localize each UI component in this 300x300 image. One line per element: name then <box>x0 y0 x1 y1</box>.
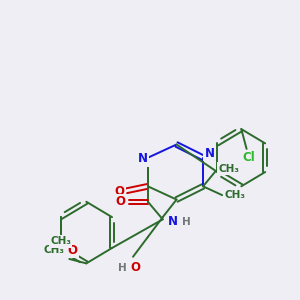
Text: O: O <box>130 261 140 274</box>
Text: CH₃: CH₃ <box>44 245 65 255</box>
Text: CH₃: CH₃ <box>224 190 245 200</box>
Text: H: H <box>182 217 190 226</box>
Text: O: O <box>68 244 77 257</box>
Text: Cl: Cl <box>242 151 255 164</box>
Text: N: N <box>138 152 148 165</box>
Text: CH₃: CH₃ <box>50 236 71 246</box>
Text: N: N <box>204 147 214 160</box>
Text: CH₃: CH₃ <box>218 164 239 174</box>
Text: H: H <box>118 263 127 273</box>
Text: O: O <box>115 195 125 208</box>
Text: N: N <box>168 215 178 228</box>
Text: O: O <box>114 185 124 198</box>
